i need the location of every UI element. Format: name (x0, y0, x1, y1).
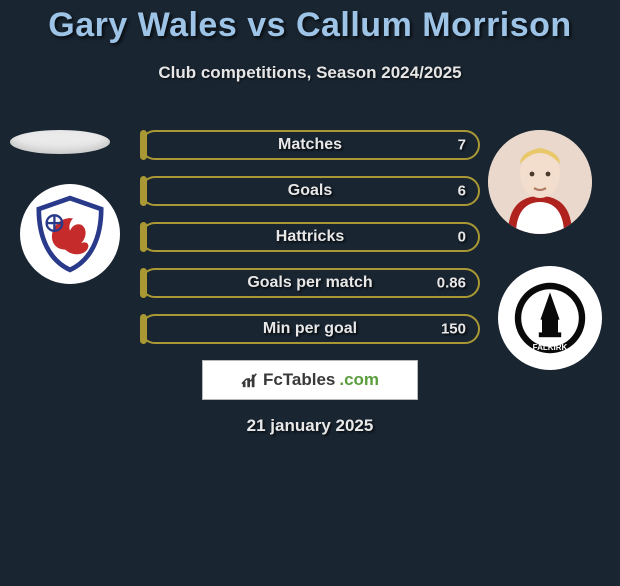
shield-icon (31, 195, 109, 273)
bar-label: Min per goal (263, 320, 357, 338)
bar-label: Matches (278, 136, 342, 154)
bar-label: Hattricks (276, 228, 344, 246)
bar-fill (140, 222, 147, 252)
player-left-avatar (10, 130, 110, 154)
bar-chart-icon (241, 371, 259, 389)
bar-row: Min per goal 150 (140, 314, 480, 344)
page-title: Gary Wales vs Callum Morrison (0, 6, 620, 45)
bar-fill (140, 176, 147, 206)
player-right-avatar (488, 130, 592, 234)
club-right-crest: FALKIRK (498, 266, 602, 370)
bar-fill (140, 268, 147, 298)
bar-fill (140, 314, 147, 344)
logo-text: FcTables (263, 370, 335, 390)
bar-fill (140, 130, 147, 160)
bar-row: Goals 6 (140, 176, 480, 206)
bar-label: Goals per match (247, 274, 372, 292)
bar-value-right: 6 (458, 183, 466, 200)
date-label: 21 january 2025 (247, 416, 374, 436)
bar-value-right: 0 (458, 229, 466, 246)
logo-suffix: .com (339, 370, 379, 390)
subtitle: Club competitions, Season 2024/2025 (0, 63, 620, 83)
shield-icon: FALKIRK (510, 278, 590, 358)
source-logo: FcTables.com (202, 360, 418, 400)
bar-value-right: 150 (441, 321, 466, 338)
bar-row: Matches 7 (140, 130, 480, 160)
bar-value-right: 7 (458, 137, 466, 154)
bar-label: Goals (288, 182, 332, 200)
comparison-bars: Matches 7 Goals 6 Hattricks 0 Goals per … (140, 130, 480, 360)
bar-row: Hattricks 0 (140, 222, 480, 252)
face-icon (488, 130, 592, 234)
club-right-label: FALKIRK (533, 343, 568, 352)
bar-value-right: 0.86 (437, 275, 466, 292)
bar-row: Goals per match 0.86 (140, 268, 480, 298)
club-left-crest (20, 184, 120, 284)
